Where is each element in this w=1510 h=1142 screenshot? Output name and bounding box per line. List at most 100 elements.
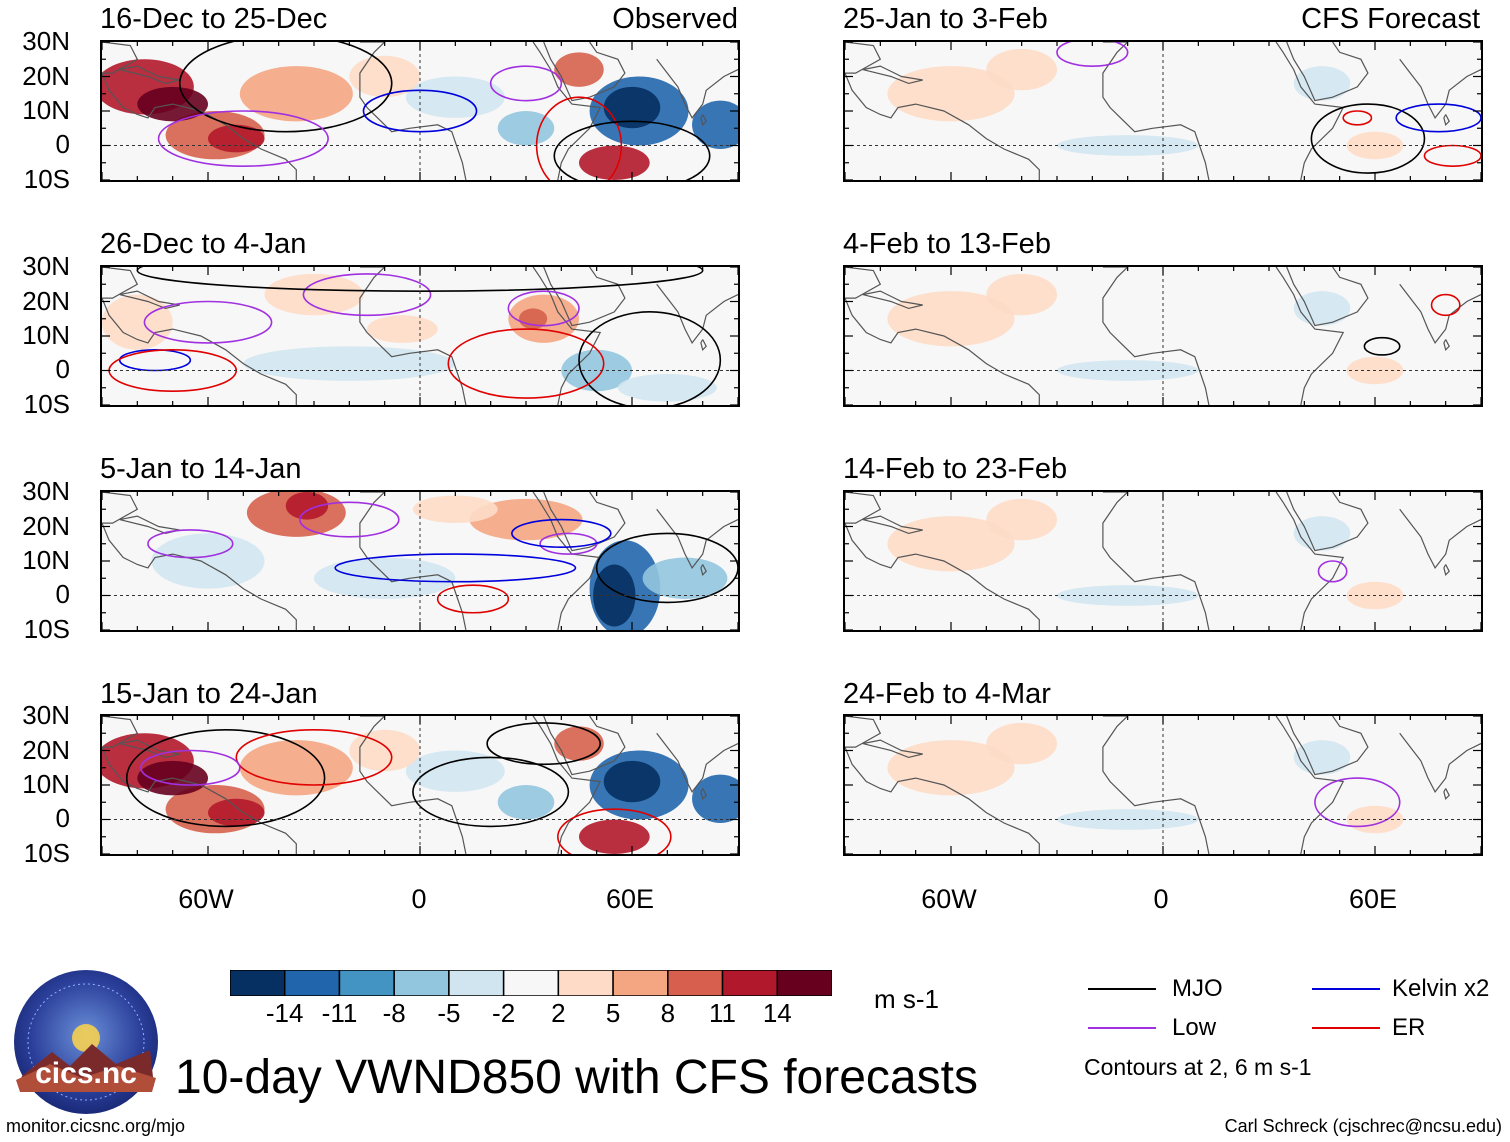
coastline — [102, 492, 297, 630]
map-panel — [843, 714, 1483, 856]
coastline — [102, 716, 297, 854]
colorbar-swatch — [283, 969, 341, 997]
lat-label: 10N — [22, 320, 70, 350]
wave-contour — [578, 311, 722, 405]
coastline — [1275, 716, 1345, 854]
anomaly-shading — [264, 273, 364, 316]
wave-contour — [1317, 560, 1348, 583]
lat-label: 30N — [22, 700, 70, 730]
colorbar-swatches — [229, 969, 833, 997]
lat-label: 20N — [22, 735, 70, 765]
coastline — [102, 42, 297, 180]
coastline — [543, 42, 626, 102]
coastline — [1443, 339, 1450, 351]
anomaly-shading — [285, 492, 329, 520]
legend-line-mjo — [1088, 988, 1156, 990]
coastline — [1443, 788, 1450, 800]
anomaly-shading — [1293, 740, 1351, 775]
coastline — [862, 65, 923, 85]
colorbar-swatch — [612, 969, 669, 997]
coastline — [119, 739, 180, 759]
wave-contour — [1310, 103, 1426, 174]
lat-label: 10S — [23, 164, 70, 194]
colorbar-tick-label: -5 — [437, 998, 461, 1028]
colorbar-tick-label: 8 — [660, 998, 676, 1028]
anomaly-shading — [497, 785, 555, 820]
wave-contour — [334, 553, 577, 583]
anomaly-shading — [367, 315, 438, 343]
legend-label-er: ER — [1392, 1014, 1426, 1041]
coastline — [862, 290, 923, 310]
coastline — [656, 283, 738, 345]
anomaly-shading — [208, 124, 265, 153]
map-canvas — [845, 267, 1481, 405]
colorbar-tick-label: 11 — [709, 998, 736, 1028]
anomaly-shading — [412, 495, 498, 524]
anomaly-shading — [986, 273, 1057, 316]
colorbar-tick-label: 5 — [605, 998, 621, 1028]
wave-contour — [178, 42, 393, 133]
panel-title: 5-Jan to 14-Jan — [100, 453, 302, 485]
colorbar-swatch — [393, 969, 450, 997]
map-panel — [100, 40, 740, 182]
coastline — [845, 42, 1040, 180]
lat-label: 20N — [22, 511, 70, 541]
anomaly-shading — [497, 111, 555, 146]
map-panel — [843, 265, 1483, 407]
map-canvas — [102, 267, 738, 405]
colorbar-tick-label: -2 — [492, 998, 516, 1028]
coastline — [359, 716, 467, 854]
colorbar-swatch — [667, 969, 724, 997]
colorbar — [229, 969, 833, 997]
anomaly-shading — [579, 145, 650, 180]
coastline — [532, 716, 602, 854]
contour-note: Contours at 2, 6 m s-1 — [1084, 1054, 1312, 1080]
coastline — [845, 716, 1040, 854]
anomaly-shading — [349, 729, 420, 772]
colorbar-swatch — [338, 969, 395, 997]
lon-label: 0 — [411, 884, 427, 914]
colorbar-swatch — [557, 969, 614, 997]
anomaly-shading — [405, 76, 505, 118]
colorbar-swatch — [448, 969, 505, 997]
colorbar-swatch — [776, 969, 833, 997]
wave-contour — [557, 808, 672, 854]
lat-label: 10N — [22, 769, 70, 799]
wave-contour — [412, 756, 570, 828]
cics-logo[interactable]: cics.nc — [12, 968, 160, 1116]
units-label: m s-1 — [874, 984, 939, 1014]
wave-contour — [1363, 336, 1401, 356]
anomaly-shading — [692, 774, 738, 823]
wave-contour — [1314, 777, 1401, 828]
anomaly-shading — [151, 533, 265, 589]
lon-label: 0 — [1153, 884, 1169, 914]
wave-contour — [507, 290, 580, 327]
coastline — [862, 739, 923, 759]
wave-contour — [140, 749, 241, 786]
coastline — [1399, 732, 1481, 794]
wave-contour — [1056, 42, 1129, 67]
coastline — [656, 58, 738, 120]
coastline — [1443, 564, 1450, 576]
colorbar-tick-label: -8 — [382, 998, 406, 1028]
coastline — [532, 267, 602, 405]
colorbar-tick-label: 14 — [762, 998, 792, 1028]
coastline — [1102, 267, 1210, 405]
colorbar-tick-label: -11 — [321, 998, 358, 1028]
coastline — [700, 788, 707, 800]
wave-contour — [447, 328, 605, 399]
colorbar-swatch — [229, 969, 286, 997]
author-credit: Carl Schreck (cjschrec@ncsu.edu) — [1224, 1116, 1502, 1136]
colorbar-tick-label: 2 — [551, 998, 566, 1028]
lon-label: 60W — [178, 884, 234, 914]
coastline — [359, 267, 467, 405]
lat-label: 0 — [55, 579, 70, 609]
source-url[interactable]: monitor.cicsnc.org/mjo — [6, 1116, 186, 1136]
wave-contour — [125, 728, 326, 828]
coastline — [1399, 58, 1481, 120]
wave-contour — [147, 529, 234, 559]
lat-label: 10N — [22, 545, 70, 575]
map-panel — [100, 265, 740, 407]
coastline — [845, 492, 1040, 630]
panel-title: 14-Feb to 23-Feb — [843, 453, 1068, 485]
